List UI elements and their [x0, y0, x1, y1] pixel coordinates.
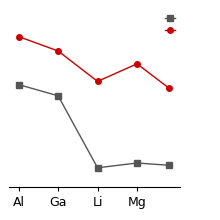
- Legend: , : ,: [164, 12, 176, 37]
